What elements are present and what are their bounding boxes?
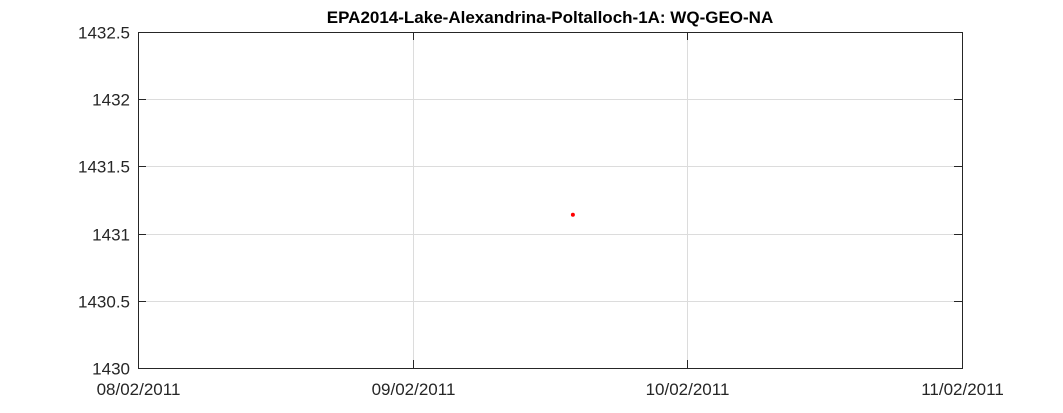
y-tick-label: 1430 bbox=[92, 360, 130, 379]
x-tick-label: 09/02/2011 bbox=[372, 380, 456, 399]
plot-area-frame bbox=[138, 32, 963, 369]
y-tick-label: 1432.5 bbox=[78, 24, 130, 43]
x-tick-label: 11/02/2011 bbox=[921, 380, 1004, 399]
x-tick-label: 08/02/2011 bbox=[97, 380, 181, 399]
y-tick-label: 1431.5 bbox=[78, 158, 130, 177]
y-tick-label: 1431 bbox=[92, 226, 130, 245]
axis-ticks: 08/02/2011 09/02/2011 10/02/2011 11/02/2011… bbox=[78, 24, 1004, 400]
grid bbox=[138, 32, 962, 368]
x-tick-label: 10/02/2011 bbox=[646, 380, 730, 399]
y-tick-label: 1430.5 bbox=[78, 293, 130, 312]
data-points bbox=[570, 212, 575, 217]
y-tick-label: 1432 bbox=[92, 91, 130, 110]
data-point bbox=[570, 212, 575, 217]
chart-title: EPA2014-Lake-Alexandrina-Poltalloch-1A: … bbox=[327, 8, 774, 27]
